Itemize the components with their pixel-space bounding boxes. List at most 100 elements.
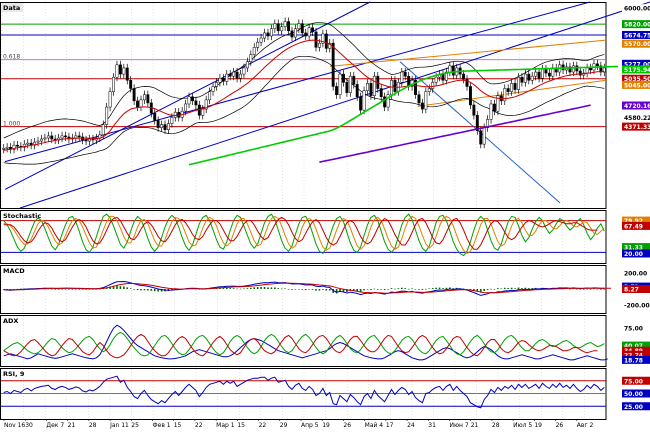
macd-histogram-bar	[446, 288, 448, 289]
candle-body	[404, 72, 406, 76]
macd-histogram-bar	[398, 288, 400, 289]
macd-histogram-bar	[415, 289, 417, 290]
axis-value-label: 6000.00	[624, 6, 650, 13]
candle-body	[16, 145, 18, 146]
axis-value-label: 200.00	[624, 271, 647, 278]
candle-body	[284, 22, 286, 27]
candle-body	[294, 29, 296, 37]
macd-histogram-bar	[360, 289, 362, 292]
macd-histogram-bar	[130, 288, 132, 289]
x-tick-label: 25	[131, 422, 139, 429]
candle-body	[174, 112, 176, 117]
candle-body	[380, 89, 382, 97]
macd-histogram-bar	[487, 289, 489, 290]
candle-body	[154, 113, 156, 120]
panel-frame	[1, 266, 607, 314]
candle-body	[507, 89, 509, 92]
candle-body	[480, 131, 482, 144]
x-tick-label: Авг 2	[577, 422, 594, 429]
candle-body	[246, 62, 248, 68]
candle-body	[335, 86, 337, 94]
candle-body	[401, 72, 403, 82]
macd-histogram-bar	[494, 289, 496, 290]
macd-histogram-bar	[253, 287, 255, 289]
candle-body	[394, 80, 396, 91]
candle-body	[490, 104, 492, 119]
candle-body	[363, 91, 365, 111]
candle-body	[126, 68, 128, 80]
panel-title: RSI, 9	[3, 370, 25, 378]
candle-body	[469, 86, 471, 105]
axis-value-label: 4580.22	[624, 115, 650, 122]
x-tick-label: 21	[68, 422, 76, 429]
macd-histogram-bar	[394, 289, 396, 290]
macd-histogram-bar	[267, 287, 269, 289]
candle-body	[366, 83, 368, 90]
candle-body	[280, 27, 282, 31]
candle-body	[370, 83, 372, 95]
axis-value-label: 5674.75	[624, 32, 650, 39]
x-tick-label: 19	[322, 422, 330, 429]
panel-data: Data0.6181.0006000.005820.005674.755570.…	[1, 2, 650, 209]
axis-value-label: 5820.00	[624, 22, 650, 29]
candle-body	[359, 97, 361, 110]
macd-histogram-bar	[442, 288, 444, 289]
macd-histogram-bar	[226, 288, 228, 289]
candle-body	[260, 38, 262, 42]
candle-body	[85, 140, 87, 141]
macd-histogram-bar	[504, 288, 506, 289]
candle-body	[119, 65, 121, 74]
candle-body	[112, 77, 114, 91]
candle-body	[431, 82, 433, 88]
candle-body	[442, 74, 444, 80]
candle-body	[586, 68, 588, 73]
macd-histogram-bar	[418, 289, 420, 290]
macd-histogram-bar	[154, 289, 156, 291]
macd-histogram-bar	[58, 289, 60, 290]
candle-body	[215, 82, 217, 86]
candle-body	[548, 73, 550, 76]
macd-histogram-bar	[150, 289, 152, 291]
candle-body	[6, 147, 8, 148]
candle-body	[263, 33, 265, 38]
macd-histogram-bar	[367, 289, 369, 290]
macd-histogram-bar	[308, 289, 310, 290]
macd-histogram-bar	[408, 289, 410, 290]
macd-histogram-bar	[583, 289, 585, 290]
macd-histogram-bar	[288, 289, 290, 290]
candle-body	[462, 74, 464, 79]
candle-body	[47, 136, 49, 138]
candle-body	[579, 71, 581, 75]
macd-histogram-bar	[271, 287, 273, 289]
candle-body	[202, 109, 204, 115]
axis-value-label: 5175.94	[624, 67, 650, 74]
macd-histogram-bar	[597, 289, 599, 290]
candle-body	[78, 136, 80, 137]
macd-histogram-bar	[384, 289, 386, 290]
candle-body	[267, 33, 269, 36]
macd-histogram-bar	[264, 287, 266, 289]
candle-body	[160, 125, 162, 128]
macd-histogram-bar	[140, 289, 142, 290]
axis-value-label: 67.49	[624, 223, 643, 230]
candle-body	[129, 80, 131, 88]
candle-body	[123, 68, 125, 74]
axis-value-label: 5045.00	[624, 82, 650, 89]
candle-body	[270, 29, 272, 36]
macd-histogram-bar	[511, 288, 513, 289]
macd-histogram-bar	[391, 288, 393, 289]
panel-title: ADX	[3, 317, 18, 325]
macd-histogram-bar	[274, 287, 276, 289]
candle-body	[75, 136, 77, 138]
candle-body	[274, 24, 276, 29]
axis-value-label: 18.78	[624, 357, 643, 364]
macd-histogram-bar	[291, 289, 293, 290]
candle-body	[167, 124, 169, 130]
macd-histogram-bar	[147, 289, 149, 290]
macd-histogram-bar	[377, 289, 379, 290]
fib-level-label: 1.000	[3, 121, 20, 128]
macd-histogram-bar	[514, 288, 516, 289]
x-tick-label: 31	[428, 422, 436, 429]
candle-body	[143, 95, 145, 100]
